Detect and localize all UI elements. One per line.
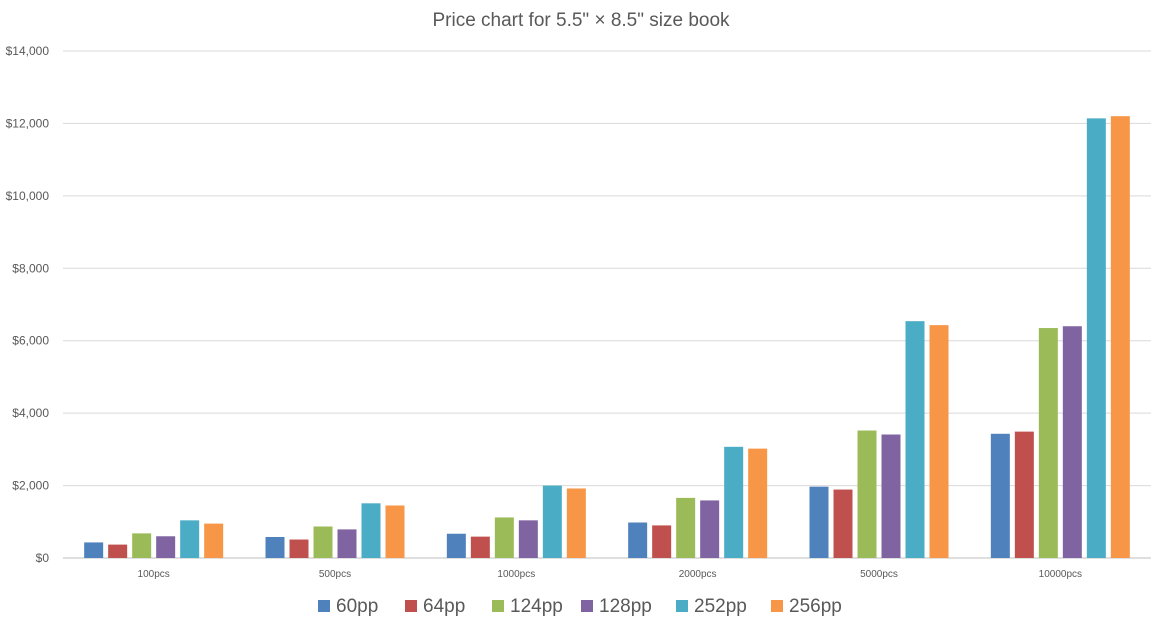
bar-124pp-10000pcs [1038,328,1058,558]
bar-256pp-100pcs [204,523,224,558]
bar-124pp-500pcs [313,526,333,558]
bar-128pp-5000pcs [881,434,901,558]
bar-256pp-1000pcs [566,488,586,558]
x-tick-label: 2000pcs [679,569,717,580]
bar-252pp-1000pcs [542,485,562,558]
y-tick-label: $10,000 [6,189,50,203]
bar-64pp-1000pcs [470,536,490,558]
bar-64pp-500pcs [289,539,309,558]
y-tick-label: $12,000 [6,116,50,130]
legend-label: 60pp [336,596,378,617]
bar-60pp-10000pcs [990,433,1010,558]
bar-128pp-2000pcs [700,500,720,558]
legend: 60pp 64pp 124pp 128pp 252pp 256pp [318,596,842,617]
legend-swatch-128pp [581,600,593,612]
y-tick-label: $6,000 [12,334,49,348]
legend-swatch-60pp [318,600,330,612]
bar-252pp-100pcs [180,520,200,558]
y-tick-label: $0 [36,551,50,565]
bar-128pp-500pcs [337,529,357,558]
y-tick-label: $8,000 [12,261,49,275]
bar-124pp-1000pcs [494,517,514,558]
bar-60pp-2000pcs [628,522,648,558]
bar-252pp-500pcs [361,503,381,558]
legend-swatch-64pp [405,600,417,612]
gridlines [63,50,1151,559]
legend-swatch-256pp [771,600,783,612]
x-tick-label: 10000pcs [1039,569,1082,580]
bar-252pp-5000pcs [905,321,925,558]
bar-256pp-5000pcs [929,325,949,558]
legend-swatch-124pp [492,600,504,612]
x-axis: 100pcs 500pcs 1000pcs 2000pcs 5000pcs 10000pc… [138,569,1082,580]
bar-60pp-500pcs [265,536,285,558]
x-tick-label: 1000pcs [497,569,535,580]
bar-64pp-2000pcs [652,525,672,558]
bar-256pp-2000pcs [748,448,768,558]
y-tick-label: $4,000 [12,406,49,420]
y-axis: $0 $2,000 $4,000 $6,000 $8,000 $10,000 $12,000… [6,44,50,565]
x-tick-label: 100pcs [138,569,170,580]
legend-swatch-252pp [676,600,688,612]
bar-60pp-5000pcs [809,486,829,558]
y-tick-label: $2,000 [12,479,49,493]
legend-label: 252pp [694,596,747,617]
bar-64pp-100pcs [108,544,128,558]
bar-252pp-10000pcs [1086,118,1106,558]
legend-label: 124pp [510,596,563,617]
legend-label: 128pp [599,596,652,617]
x-tick-label: 500pcs [319,569,351,580]
x-tick-label: 5000pcs [860,569,898,580]
bar-60pp-100pcs [84,542,104,558]
bar-124pp-2000pcs [676,497,696,558]
bar-252pp-2000pcs [724,446,744,558]
bar-128pp-100pcs [156,536,176,558]
y-tick-label: $14,000 [6,44,50,58]
bar-128pp-1000pcs [518,520,538,558]
legend-label: 256pp [789,596,842,617]
bar-128pp-10000pcs [1062,326,1082,558]
bar-124pp-5000pcs [857,430,877,558]
bar-64pp-5000pcs [833,489,853,558]
bar-256pp-500pcs [385,505,405,558]
chart-title: Price chart for 5.5" × 8.5" size book [432,10,730,31]
legend-label: 64pp [423,596,465,617]
bar-124pp-100pcs [132,533,152,558]
bar-256pp-10000pcs [1110,116,1130,558]
bar-60pp-1000pcs [446,533,466,558]
bar-64pp-10000pcs [1014,431,1034,558]
bars [84,116,1130,558]
